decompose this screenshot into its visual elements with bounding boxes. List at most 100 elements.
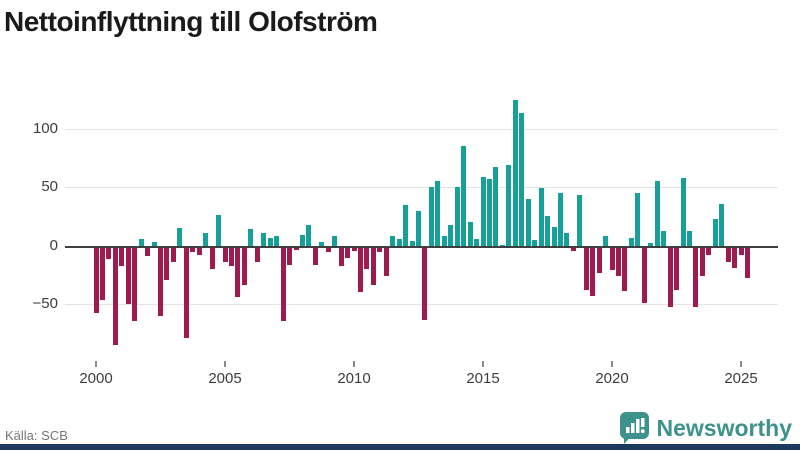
bar xyxy=(106,247,112,260)
bar xyxy=(719,203,725,246)
bar xyxy=(403,204,409,246)
bar xyxy=(377,247,383,253)
bar xyxy=(241,247,247,286)
x-axis-tick xyxy=(740,361,742,367)
bar xyxy=(583,247,589,290)
newsworthy-icon xyxy=(619,411,650,445)
bar xyxy=(454,187,460,246)
bar xyxy=(674,247,679,290)
bar xyxy=(416,210,421,246)
bar xyxy=(577,195,583,246)
bar xyxy=(383,247,389,276)
x-axis-label: 2025 xyxy=(724,370,758,387)
newsworthy-logo[interactable]: Newsworthy xyxy=(619,412,792,444)
bar xyxy=(525,198,531,246)
bar xyxy=(661,230,667,246)
newsworthy-wordmark: Newsworthy xyxy=(656,414,792,441)
bar xyxy=(506,164,512,246)
bar xyxy=(364,247,370,269)
bar xyxy=(357,247,363,293)
bar xyxy=(338,247,344,267)
brand-bottom-strip xyxy=(0,444,800,450)
bar xyxy=(745,247,750,279)
bar xyxy=(596,247,602,274)
bar xyxy=(145,247,151,256)
bar xyxy=(532,239,538,246)
bar xyxy=(93,247,99,314)
chart-title: Nettoinflyttning till Olofström xyxy=(4,6,378,37)
bar xyxy=(306,224,312,246)
bar xyxy=(112,247,118,345)
bar xyxy=(448,224,454,246)
bar xyxy=(248,229,254,246)
bar xyxy=(467,222,473,246)
x-axis-tick xyxy=(353,361,355,367)
bar xyxy=(725,247,731,262)
x-axis-label: 2000 xyxy=(79,370,113,387)
bar xyxy=(667,247,673,308)
bar xyxy=(170,247,176,262)
bar xyxy=(738,247,744,255)
bar xyxy=(183,247,189,338)
bar xyxy=(267,237,273,246)
x-axis-label: 2010 xyxy=(337,370,371,387)
bar xyxy=(100,247,105,301)
bar xyxy=(158,247,163,316)
bar xyxy=(287,247,292,266)
bar xyxy=(641,247,647,303)
bar xyxy=(203,232,209,246)
bar xyxy=(119,247,125,267)
bar xyxy=(177,228,183,246)
bar xyxy=(132,247,138,322)
bar xyxy=(603,236,608,246)
bar xyxy=(648,243,654,246)
bar xyxy=(538,188,544,246)
x-axis-tick xyxy=(611,361,613,367)
bar xyxy=(512,100,518,246)
bar xyxy=(435,181,441,246)
bar xyxy=(609,247,615,270)
bar xyxy=(261,232,267,246)
y-axis-label: 50 xyxy=(41,178,58,196)
bar xyxy=(325,247,331,253)
bar xyxy=(732,247,738,268)
bar xyxy=(590,247,596,296)
bar xyxy=(235,247,241,297)
bar xyxy=(396,238,402,246)
bar xyxy=(557,193,563,246)
bar xyxy=(635,193,641,246)
bar xyxy=(312,247,318,266)
bar xyxy=(564,232,570,246)
bar xyxy=(196,247,202,255)
bar xyxy=(622,247,628,292)
bar xyxy=(628,237,634,246)
x-axis-tick xyxy=(95,361,97,367)
bar xyxy=(422,247,428,321)
bar xyxy=(209,247,215,269)
bar xyxy=(519,113,525,246)
x-axis-tick xyxy=(224,361,226,367)
bar xyxy=(216,215,222,246)
x-axis-label: 2005 xyxy=(208,370,242,387)
bar xyxy=(686,230,692,246)
bar xyxy=(351,247,357,252)
x-axis-tick xyxy=(482,361,484,367)
bar xyxy=(428,187,434,246)
bar xyxy=(545,216,550,246)
bar xyxy=(693,247,699,308)
bar xyxy=(164,247,170,281)
bar xyxy=(229,247,234,267)
bar xyxy=(654,181,660,246)
bar xyxy=(370,247,376,286)
bar xyxy=(274,236,280,246)
bar xyxy=(486,178,492,246)
bar xyxy=(409,241,415,246)
gridline xyxy=(65,187,778,189)
bar xyxy=(151,242,157,246)
bar xyxy=(474,238,480,246)
gridline xyxy=(65,128,778,130)
bar xyxy=(699,247,705,276)
bar xyxy=(616,247,621,276)
bar xyxy=(319,242,325,246)
y-axis-label: −50 xyxy=(32,295,58,313)
